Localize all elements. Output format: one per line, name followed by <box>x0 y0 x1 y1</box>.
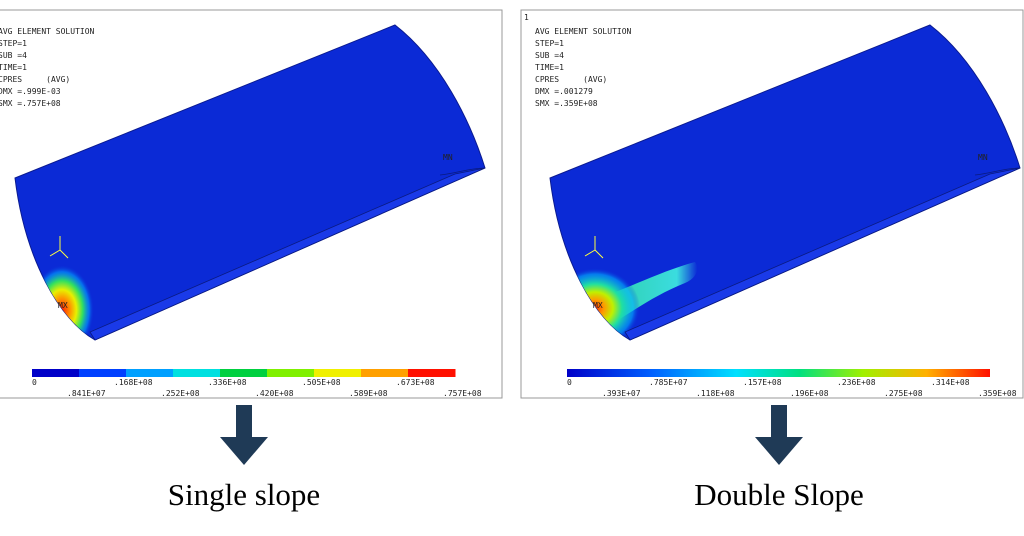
legend-label: .841E+07 <box>67 389 106 398</box>
legend-label: .252E+08 <box>161 389 200 398</box>
legend-label: .157E+08 <box>743 378 782 387</box>
info-line: TIME=1 <box>535 63 564 72</box>
triad <box>49 236 69 259</box>
arrow-shaft <box>771 405 787 437</box>
max-label: MX <box>58 301 68 310</box>
legend-label: .393E+07 <box>602 389 641 398</box>
rim <box>624 167 1021 341</box>
rim <box>89 167 486 341</box>
min-label: MN <box>978 153 988 162</box>
legend-label: .236E+08 <box>837 378 876 387</box>
panel: AVG ELEMENT SOLUTION STEP=1 SUB =4 TIME=1 CP… <box>0 9 503 512</box>
legend-label: 0 <box>32 378 37 387</box>
legend-label: .589E+08 <box>349 389 388 398</box>
info-line: AVG ELEMENT SOLUTION <box>535 27 632 36</box>
info-line: SUB =4 <box>535 51 564 60</box>
info-line: STEP=1 <box>535 39 564 48</box>
legend-label: .118E+08 <box>696 389 735 398</box>
info-line: AVG ELEMENT SOLUTION <box>0 27 95 36</box>
legend-label: 0 <box>567 378 572 387</box>
info-line: DMX =.999E-03 <box>0 87 61 96</box>
info-line: SMX =.757E+08 <box>0 99 61 108</box>
legend-label: .673E+08 <box>396 378 435 387</box>
colorbar-segment <box>314 369 362 377</box>
colorbar-segment <box>408 369 456 377</box>
info-line: TIME=1 <box>0 63 27 72</box>
legend-label: .168E+08 <box>114 378 153 387</box>
arrow-head <box>755 437 803 465</box>
arrow-shaft <box>236 405 252 437</box>
colorbar-segment <box>126 369 174 377</box>
min-label: MN <box>443 153 453 162</box>
info-line: STEP=1 <box>0 39 27 48</box>
rim-edge <box>974 167 1021 176</box>
caption: Double Slope <box>694 477 864 512</box>
colorbar <box>567 369 990 377</box>
info-line: CPRES (AVG) <box>0 75 70 84</box>
panel: 1 AVG ELEMENT SOLUTION STEP=1 SUB =4 TIME=1 C… <box>520 9 1024 512</box>
triad <box>584 236 604 259</box>
legend-label: .359E+08 <box>978 389 1017 398</box>
colorbar-segment <box>79 369 127 377</box>
colorbar-segment <box>267 369 315 377</box>
colorbar-segment <box>32 369 80 377</box>
arrow-head <box>220 437 268 465</box>
legend-label: .420E+08 <box>255 389 294 398</box>
legend-label: .275E+08 <box>884 389 923 398</box>
info-line: SUB =4 <box>0 51 27 60</box>
colorbar-segment <box>220 369 268 377</box>
legend-label: .336E+08 <box>208 378 247 387</box>
legend-label: .785E+07 <box>649 378 688 387</box>
legend-label: .196E+08 <box>790 389 829 398</box>
info-line: SMX =.359E+08 <box>535 99 598 108</box>
info-line: DMX =.001279 <box>535 87 593 96</box>
caption: Single slope <box>168 477 320 512</box>
legend-label: .314E+08 <box>931 378 970 387</box>
max-label: MX <box>593 301 603 310</box>
rim-edge <box>439 167 486 176</box>
corner-mark: 1 <box>524 13 529 22</box>
legend-label: .505E+08 <box>302 378 341 387</box>
colorbar-segment <box>173 369 221 377</box>
legend-label: .757E+08 <box>443 389 482 398</box>
info-line: CPRES (AVG) <box>535 75 607 84</box>
colorbar-segment <box>361 369 409 377</box>
